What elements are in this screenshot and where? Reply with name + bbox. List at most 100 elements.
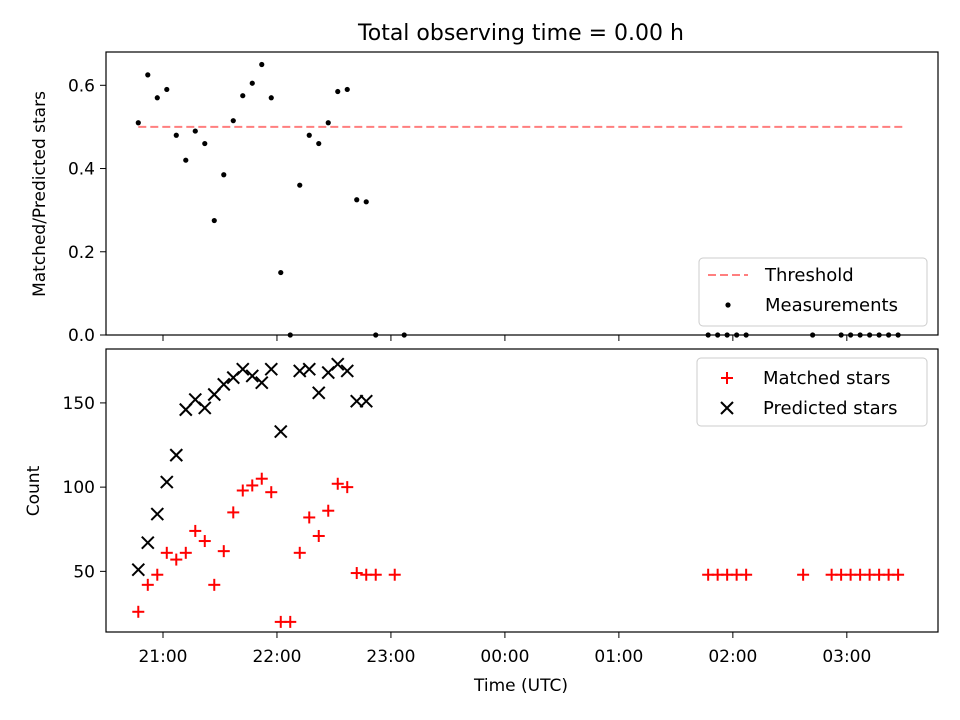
ratio-legend-box [698, 257, 928, 327]
x-axis-label: Time (UTC) [473, 676, 568, 696]
count-plot-frame [105, 348, 939, 633]
measurement-points [135, 61, 901, 338]
measurement-point [249, 80, 255, 86]
predicted-legend-label: Predicted stars [763, 398, 897, 419]
matched-legend-swatch [721, 372, 733, 384]
matched-star-marker [284, 615, 297, 628]
matched-star-marker [170, 553, 183, 566]
count-y-axis-label: Count [24, 465, 44, 516]
predicted-star-marker [264, 362, 278, 376]
matched-star-marker [331, 477, 344, 490]
ratio-panel: 0.0 0.2 0.4 0.6 Matched/Predicted stars Thr… [30, 51, 939, 346]
count-x-ticks: 21:00 22:00 23:00 00:00 01:00 02:00 03:00 [138, 632, 871, 667]
ratio-x-ticks [162, 335, 848, 341]
count-y-tick-label: 50 [73, 562, 95, 582]
measurement-point [135, 120, 141, 126]
measurement-point [192, 128, 198, 134]
predicted-star-marker [302, 362, 316, 376]
count-y-ticks: 50 100 150 [63, 394, 106, 582]
matched-star-marker [208, 578, 221, 591]
matched-star-marker [388, 568, 401, 581]
ratio-y-tick-label: 0.0 [68, 326, 95, 346]
ratio-y-tick-label: 0.4 [68, 160, 95, 180]
predicted-star-marker [245, 369, 259, 383]
predicted-star-marker [340, 364, 354, 378]
count-legend-box [696, 357, 928, 427]
x-tick-label: 02:00 [708, 647, 757, 667]
matched-star-marker [227, 506, 240, 519]
count-panel: 50 100 150 21:00 22:00 23:00 00:00 01:00 02:00 0… [24, 348, 939, 696]
predicted-star-marker [141, 536, 155, 550]
measurement-point [240, 93, 246, 99]
chart-title: Total observing time = 0.00 h [357, 21, 684, 46]
x-tick-label: 23:00 [366, 647, 415, 667]
matched-star-marker [341, 481, 354, 494]
matched-star-marker [236, 484, 249, 497]
x-tick-label: 21:00 [138, 647, 187, 667]
x-tick-label: 00:00 [480, 647, 529, 667]
ratio-y-tick-label: 0.2 [68, 243, 95, 263]
measurement-point [164, 86, 170, 93]
matched-star-marker [151, 568, 164, 581]
matched-star-marker [265, 486, 278, 499]
predicted-star-marker [255, 375, 269, 390]
measurement-point [259, 61, 265, 68]
measurement-point [154, 95, 160, 101]
measurement-point [211, 217, 217, 224]
matched-star-marker [132, 605, 145, 618]
matched-star-marker [141, 578, 154, 591]
measurement-point [183, 157, 189, 163]
predicted-star-marker [217, 377, 231, 392]
measurement-point [344, 86, 350, 93]
matched-star-markers [132, 472, 905, 628]
matched-star-marker [189, 524, 202, 537]
threshold-legend-label: Threshold [764, 265, 854, 286]
predicted-star-marker [169, 448, 183, 462]
count-legend: Matched stars Predicted stars [696, 357, 928, 427]
measurement-point [278, 269, 284, 276]
measurement-point [297, 182, 303, 188]
matched-star-marker [369, 568, 382, 581]
matched-star-marker [293, 546, 306, 559]
predicted-star-marker [359, 394, 373, 408]
matched-star-marker [217, 545, 230, 558]
predicted-star-markers [131, 357, 373, 577]
predicted-star-marker [312, 386, 326, 400]
predicted-star-marker [331, 357, 345, 371]
matched-legend-label: Matched stars [763, 368, 890, 389]
predicted-star-marker [274, 424, 288, 439]
x-tick-label: 01:00 [594, 647, 643, 667]
matched-star-marker [740, 568, 753, 581]
predicted-star-marker [131, 562, 145, 577]
ratio-y-tick-label: 0.6 [68, 76, 95, 96]
matched-star-marker [179, 546, 192, 559]
predicted-star-marker [236, 362, 250, 376]
matched-star-marker [797, 568, 810, 581]
predicted-star-marker [150, 507, 164, 521]
measurement-point [354, 197, 360, 203]
matched-star-marker [246, 479, 259, 492]
matched-star-marker [350, 567, 363, 580]
x-tick-label: 03:00 [822, 647, 871, 667]
predicted-legend-swatch [720, 401, 734, 415]
matched-star-marker [160, 546, 173, 559]
measurement-point [145, 72, 151, 78]
ratio-y-axis-label: Matched/Predicted stars [30, 91, 50, 297]
ratio-legend: Threshold Measurements [698, 257, 928, 327]
matched-star-marker [892, 568, 905, 581]
measurement-point [316, 140, 322, 147]
measurement-point [363, 199, 369, 205]
matched-star-marker [255, 472, 268, 485]
matched-star-marker [322, 504, 335, 517]
measurement-point [230, 118, 236, 124]
predicted-star-marker [198, 401, 212, 415]
measurement-point [221, 172, 227, 178]
measurement-point [306, 132, 312, 138]
matched-star-marker [303, 511, 316, 524]
x-tick-label: 22:00 [252, 647, 301, 667]
measurement-point [173, 132, 179, 138]
ratio-plot-frame [105, 51, 939, 336]
predicted-star-marker [350, 394, 364, 408]
measurement-point [335, 88, 341, 95]
